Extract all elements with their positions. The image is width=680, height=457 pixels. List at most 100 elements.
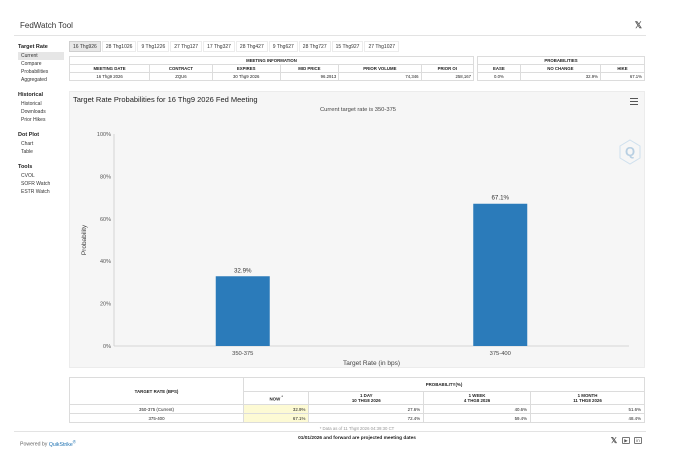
sidebar-item-probabilities[interactable]: Probabilities xyxy=(21,69,49,75)
footer: Powered by QuikStrike® 𝕏 ▶ in xyxy=(14,431,646,449)
sidebar-item-chart[interactable]: Chart xyxy=(21,141,34,147)
quikstrike-watermark-icon: Q xyxy=(619,139,641,165)
tab-meeting-6[interactable]: 28 Thg427 xyxy=(235,41,268,52)
hike-value: 67.1% xyxy=(599,72,646,81)
col-ease: EASE xyxy=(477,64,521,73)
sidebar-heading: Target Rate xyxy=(18,44,48,50)
social-links: 𝕏 ▶ in xyxy=(610,436,642,445)
meeting-date-value: 16 Thg9 2026 xyxy=(68,72,151,81)
quikstrike-link[interactable]: QuikStrike® xyxy=(48,439,76,448)
y-tick-label: 100% xyxy=(97,132,111,138)
expires-value: 30 Thg9 2026 xyxy=(211,72,281,81)
y-tick-label: 20% xyxy=(100,302,111,308)
data-label: 32.9% xyxy=(234,267,252,274)
sidebar-heading: Tools xyxy=(18,164,33,170)
tab-meeting-7[interactable]: 9 Thg627 xyxy=(268,41,298,52)
linkedin-icon[interactable]: in xyxy=(634,437,642,444)
tab-meeting-10[interactable]: 27 Thg1027 xyxy=(364,41,400,52)
projected-dates-note: 01/01/2026 and forward are projected mee… xyxy=(298,436,416,441)
meeting-tabs: 16 Thg926 28 Thg1026 9 Thg1226 27 Thg127 17 … xyxy=(69,41,400,52)
x-tick-label: 375-400 xyxy=(490,351,511,357)
fedwatch-app: FedWatch Tool 𝕏 Target Rate Current Compar… xyxy=(14,14,646,441)
tab-meeting-9[interactable]: 15 Thg927 xyxy=(331,41,364,52)
youtube-icon[interactable]: ▶ xyxy=(622,437,630,444)
week-cell: 40.6% xyxy=(423,404,532,414)
meeting-info-table: MEETING INFORMATION MEETING DATE CONTRAC… xyxy=(68,56,475,81)
col-prior-volume: PRIOR VOLUME xyxy=(338,64,422,73)
now-cell: 32.9% xyxy=(242,404,310,414)
month-cell: 51.6% xyxy=(530,404,645,414)
y-axis-title: Probability xyxy=(81,224,88,255)
tab-meeting-3[interactable]: 9 Thg1226 xyxy=(137,41,170,52)
data-label: 67.1% xyxy=(491,195,509,202)
sidebar: Target Rate Current Compare Probabilities Ag… xyxy=(18,42,64,196)
svg-text:Q: Q xyxy=(625,144,635,159)
powered-by: Powered by QuikStrike® xyxy=(20,439,76,448)
contract-value: ZQU6 xyxy=(149,72,213,81)
tab-meeting-2[interactable]: 28 Thg1026 xyxy=(101,41,137,52)
sidebar-item-prior-hikes[interactable]: Prior Hikes xyxy=(21,117,46,123)
col-1-day: 1 DAY 10 THG8 2026 xyxy=(308,391,425,405)
rate-cell: 375-400 xyxy=(69,413,244,423)
probabilities-heading: PROBABILITIES xyxy=(477,56,645,65)
day-cell: 72.4% xyxy=(308,413,425,423)
table-row: 375-400 67.1% 72.4% 59.4% 48.4% xyxy=(69,413,645,423)
probabilities-table: PROBABILITIES EASE NO CHANGE HIKE 0.0% 3… xyxy=(477,56,646,81)
data-timestamp-note: * Data as of 11 Thg8 2026 04:39:30 CT xyxy=(319,426,395,431)
now-cell: 67.1% xyxy=(242,413,310,423)
col-contract: CONTRACT xyxy=(149,64,213,73)
target-rate-heading: TARGET RATE (BPS) xyxy=(69,377,244,405)
chart-panel: Target Rate Probabilities for 16 Thg9 20… xyxy=(69,91,645,368)
x-logo-icon[interactable]: 𝕏 xyxy=(634,20,642,30)
sidebar-item-compare[interactable]: Compare xyxy=(21,61,42,67)
col-meeting-date: MEETING DATE xyxy=(68,64,151,73)
probability-heading: PROBABILITY(%) xyxy=(243,377,645,392)
x-axis-title: Target Rate (in bps) xyxy=(343,360,400,367)
sidebar-item-aggregated[interactable]: Aggregated xyxy=(21,77,47,83)
y-tick-label: 40% xyxy=(100,259,111,265)
tab-meeting-5[interactable]: 17 Thg327 xyxy=(203,41,235,52)
ease-value: 0.0% xyxy=(477,72,521,81)
rate-cell: 350-375 (Current) xyxy=(69,404,244,414)
top-bar: FedWatch Tool 𝕏 xyxy=(14,14,646,36)
sidebar-heading: Historical xyxy=(18,92,44,98)
tab-meeting-1[interactable]: 16 Thg926 xyxy=(69,41,101,52)
col-prior-oi: PRIOR OI xyxy=(420,64,475,73)
no-change-value: 32.9% xyxy=(519,72,601,81)
y-tick-label: 80% xyxy=(100,174,111,180)
col-hike: HIKE xyxy=(599,64,646,73)
meeting-info-heading: MEETING INFORMATION xyxy=(69,56,474,65)
tab-meeting-4[interactable]: 27 Thg127 xyxy=(170,41,203,52)
col-1-week: 1 WEEK 4 THG8 2026 xyxy=(423,391,532,405)
sidebar-item-sofr-watch[interactable]: SOFR Watch xyxy=(21,181,51,187)
chart-title: Target Rate Probabilities for 16 Thg9 20… xyxy=(73,95,258,104)
col-expires: EXPIRES xyxy=(211,64,281,73)
bar-375-400 xyxy=(473,203,528,346)
probability-history-table: TARGET RATE (BPS) PROBABILITY(%) NOW * 1… xyxy=(69,377,645,423)
week-cell: 59.4% xyxy=(423,413,532,423)
col-mid-price: MID PRICE xyxy=(279,64,340,73)
mid-price-value: 96.2913 xyxy=(279,72,340,81)
bar-350-375 xyxy=(215,276,270,346)
x-social-icon[interactable]: 𝕏 xyxy=(610,436,618,445)
month-cell: 48.4% xyxy=(530,413,645,423)
sidebar-item-table[interactable]: Table xyxy=(21,149,33,155)
hamburger-menu-icon[interactable] xyxy=(630,98,638,105)
x-tick-label: 350-375 xyxy=(232,351,253,357)
y-tick-label: 0% xyxy=(103,344,111,350)
sidebar-item-estr-watch[interactable]: ESTR Watch xyxy=(21,189,50,195)
day-cell: 27.6% xyxy=(308,404,425,414)
sidebar-item-historical[interactable]: Historical xyxy=(21,101,42,107)
sidebar-item-downloads[interactable]: Downloads xyxy=(21,109,46,115)
col-now: NOW * xyxy=(242,391,310,405)
app-title: FedWatch Tool xyxy=(20,21,73,30)
prior-volume-value: 74,346 xyxy=(338,72,422,81)
y-tick-label: 60% xyxy=(100,217,111,223)
col-1-month: 1 MONTH 11 THG8 2026 xyxy=(530,391,645,405)
col-no-change: NO CHANGE xyxy=(519,64,601,73)
table-row: 350-375 (Current) 32.9% 27.6% 40.6% 51.6… xyxy=(69,404,645,414)
sidebar-item-cvol[interactable]: CVOL xyxy=(21,173,35,179)
tab-meeting-8[interactable]: 28 Thg727 xyxy=(298,41,331,52)
sidebar-item-current[interactable]: Current xyxy=(18,52,64,60)
prior-oi-value: 258,167 xyxy=(420,72,475,81)
